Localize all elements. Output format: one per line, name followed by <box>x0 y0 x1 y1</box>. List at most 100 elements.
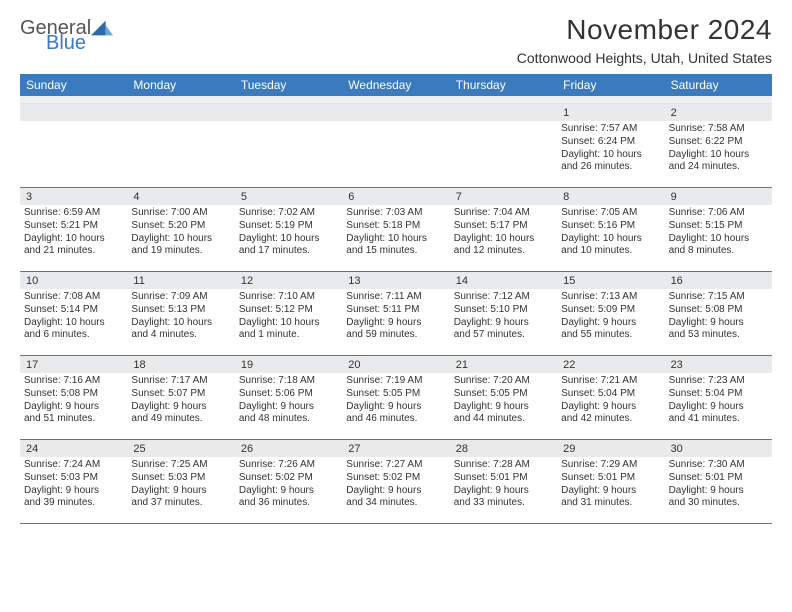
day-info-line: and 12 minutes. <box>454 245 553 258</box>
day-number: 20 <box>342 356 449 373</box>
day-number: 21 <box>450 356 557 373</box>
week-row: 1Sunrise: 7:57 AMSunset: 6:24 PMDaylight… <box>20 104 772 188</box>
day-info-line: Sunrise: 7:28 AM <box>454 459 553 472</box>
day-number: 11 <box>127 272 234 289</box>
day-cell <box>342 104 449 188</box>
day-cell: 23Sunrise: 7:23 AMSunset: 5:04 PMDayligh… <box>665 356 772 440</box>
day-info-line: and 46 minutes. <box>346 413 445 426</box>
day-info-line: Sunset: 5:04 PM <box>561 388 660 401</box>
day-cell: 21Sunrise: 7:20 AMSunset: 5:05 PMDayligh… <box>450 356 557 440</box>
day-info-line: Daylight: 10 hours <box>239 317 338 330</box>
day-info-line: Sunrise: 7:04 AM <box>454 207 553 220</box>
day-info-line: Daylight: 9 hours <box>346 401 445 414</box>
day-info-line: Sunrise: 7:10 AM <box>239 291 338 304</box>
day-info-line: Sunrise: 7:16 AM <box>24 375 123 388</box>
day-cell: 14Sunrise: 7:12 AMSunset: 5:10 PMDayligh… <box>450 272 557 356</box>
day-info-line: Daylight: 10 hours <box>131 317 230 330</box>
day-info-line: and 10 minutes. <box>561 245 660 258</box>
day-info-line: Sunset: 5:17 PM <box>454 220 553 233</box>
day-info-line: Daylight: 9 hours <box>561 401 660 414</box>
day-number: 5 <box>235 188 342 205</box>
day-number-empty <box>127 104 234 121</box>
day-info-line: Sunset: 5:08 PM <box>669 304 768 317</box>
day-cell: 25Sunrise: 7:25 AMSunset: 5:03 PMDayligh… <box>127 440 234 524</box>
day-info-line: Sunset: 5:09 PM <box>561 304 660 317</box>
day-info-line: and 17 minutes. <box>239 245 338 258</box>
day-info-line: Daylight: 10 hours <box>561 233 660 246</box>
day-info-line: and 30 minutes. <box>669 497 768 510</box>
day-info-line: Daylight: 10 hours <box>24 233 123 246</box>
day-cell: 5Sunrise: 7:02 AMSunset: 5:19 PMDaylight… <box>235 188 342 272</box>
day-number: 15 <box>557 272 664 289</box>
day-info-line: Sunrise: 7:11 AM <box>346 291 445 304</box>
day-info-line: and 6 minutes. <box>24 329 123 342</box>
dow-thursday: Thursday <box>450 74 557 96</box>
day-number: 1 <box>557 104 664 121</box>
day-info-line: Sunrise: 7:21 AM <box>561 375 660 388</box>
day-info-line: Daylight: 9 hours <box>454 485 553 498</box>
day-cell: 6Sunrise: 7:03 AMSunset: 5:18 PMDaylight… <box>342 188 449 272</box>
day-cell: 17Sunrise: 7:16 AMSunset: 5:08 PMDayligh… <box>20 356 127 440</box>
day-cell: 28Sunrise: 7:28 AMSunset: 5:01 PMDayligh… <box>450 440 557 524</box>
day-info-line: and 21 minutes. <box>24 245 123 258</box>
day-cell: 8Sunrise: 7:05 AMSunset: 5:16 PMDaylight… <box>557 188 664 272</box>
day-cell: 27Sunrise: 7:27 AMSunset: 5:02 PMDayligh… <box>342 440 449 524</box>
day-info-line: Daylight: 9 hours <box>239 485 338 498</box>
day-number: 3 <box>20 188 127 205</box>
day-of-week-header: Sunday Monday Tuesday Wednesday Thursday… <box>20 74 772 96</box>
day-info-line: Daylight: 9 hours <box>24 401 123 414</box>
dow-saturday: Saturday <box>665 74 772 96</box>
day-info-line: Sunrise: 7:02 AM <box>239 207 338 220</box>
day-info-line: Sunrise: 7:29 AM <box>561 459 660 472</box>
day-info-line: Sunset: 5:07 PM <box>131 388 230 401</box>
day-info-line: and 44 minutes. <box>454 413 553 426</box>
day-cell: 22 Sunrise: 7:21 AMSunset: 5:04 PMDayligh… <box>557 356 664 440</box>
day-info-line: Sunrise: 7:00 AM <box>131 207 230 220</box>
day-info-line: and 53 minutes. <box>669 329 768 342</box>
day-info-line: Sunset: 5:11 PM <box>346 304 445 317</box>
day-info-line: Sunrise: 7:03 AM <box>346 207 445 220</box>
day-info-line: Sunset: 5:02 PM <box>239 472 338 485</box>
day-info-line: Daylight: 10 hours <box>561 149 660 162</box>
day-cell <box>450 104 557 188</box>
day-info-line: Sunset: 5:02 PM <box>346 472 445 485</box>
day-number: 28 <box>450 440 557 457</box>
logo: General Blue <box>20 14 113 53</box>
day-info-line: Sunrise: 7:05 AM <box>561 207 660 220</box>
day-info-line: Sunrise: 7:25 AM <box>131 459 230 472</box>
day-info-line: Daylight: 10 hours <box>24 317 123 330</box>
day-info-line: and 37 minutes. <box>131 497 230 510</box>
day-info-line: Sunrise: 7:13 AM <box>561 291 660 304</box>
day-info-line: Sunset: 6:22 PM <box>669 136 768 149</box>
day-info-line: and 59 minutes. <box>346 329 445 342</box>
week-row: 17Sunrise: 7:16 AMSunset: 5:08 PMDayligh… <box>20 356 772 440</box>
day-number: 16 <box>665 272 772 289</box>
day-number: 18 <box>127 356 234 373</box>
day-info-line: and 19 minutes. <box>131 245 230 258</box>
week-row: 24Sunrise: 7:24 AMSunset: 5:03 PMDayligh… <box>20 440 772 524</box>
day-info-line: and 49 minutes. <box>131 413 230 426</box>
day-cell: 30Sunrise: 7:30 AMSunset: 5:01 PMDayligh… <box>665 440 772 524</box>
day-info-line: Sunset: 5:06 PM <box>239 388 338 401</box>
day-cell: 15Sunrise: 7:13 AMSunset: 5:09 PMDayligh… <box>557 272 664 356</box>
day-info-line: Sunset: 5:19 PM <box>239 220 338 233</box>
day-number: 22 <box>557 356 664 373</box>
day-info-line: Sunset: 6:24 PM <box>561 136 660 149</box>
day-info-line: Sunrise: 7:27 AM <box>346 459 445 472</box>
day-number: 4 <box>127 188 234 205</box>
day-info-line: Sunrise: 6:59 AM <box>24 207 123 220</box>
day-number: 29 <box>557 440 664 457</box>
day-number-empty <box>450 104 557 121</box>
day-info-line: Daylight: 9 hours <box>454 401 553 414</box>
day-info-line: Daylight: 9 hours <box>131 485 230 498</box>
day-cell: 1Sunrise: 7:57 AMSunset: 6:24 PMDaylight… <box>557 104 664 188</box>
day-info-line: Daylight: 10 hours <box>669 233 768 246</box>
weeks-container: 1Sunrise: 7:57 AMSunset: 6:24 PMDaylight… <box>20 104 772 524</box>
day-info-line: Sunset: 5:12 PM <box>239 304 338 317</box>
day-info-line: Daylight: 9 hours <box>131 401 230 414</box>
day-info-line: Sunset: 5:15 PM <box>669 220 768 233</box>
day-info-line: and 8 minutes. <box>669 245 768 258</box>
day-cell: 26Sunrise: 7:26 AMSunset: 5:02 PMDayligh… <box>235 440 342 524</box>
day-info-line: and 1 minute. <box>239 329 338 342</box>
week-row: 10Sunrise: 7:08 AMSunset: 5:14 PMDayligh… <box>20 272 772 356</box>
